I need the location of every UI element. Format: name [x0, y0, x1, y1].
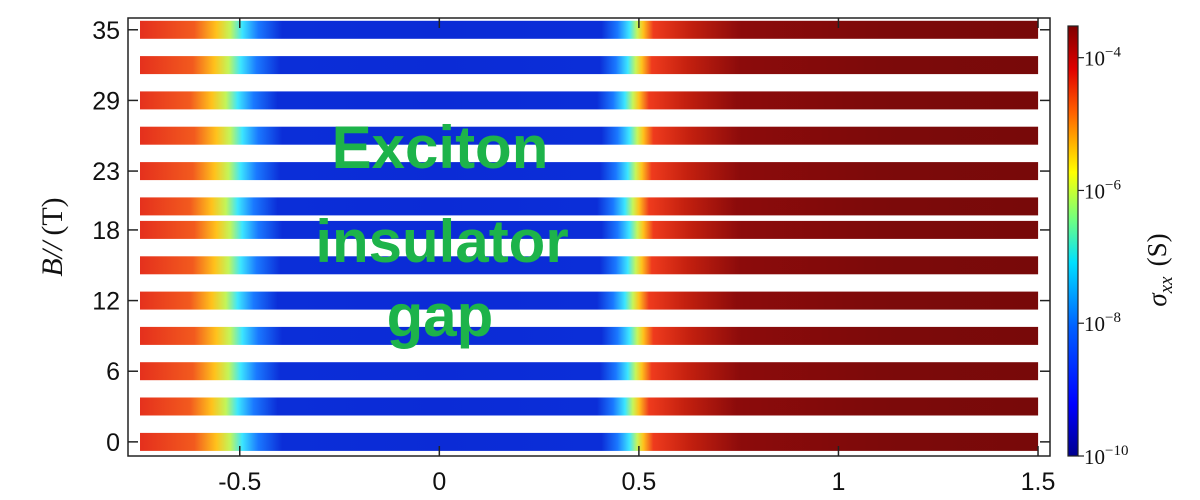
heatmap-strip [140, 291, 1039, 310]
x-axis: -0.5 0 0.5 1 1.5 [218, 18, 1055, 496]
y-tick-label: 6 [106, 358, 120, 386]
heatmap-strip [140, 256, 1039, 275]
colorbar-gradient [1067, 25, 1079, 457]
heatmap-strips [140, 20, 1039, 451]
y-tick-label: 29 [92, 87, 120, 115]
y-axis-symbol: B// [36, 239, 69, 277]
colorbar-tick-label: 10−4 [1084, 45, 1121, 71]
colorbar: 10−4 10−6 10−8 10−10 σxx(S) [1067, 25, 1177, 469]
heatmap-strip [140, 162, 1039, 181]
y-axis-unit: (T) [36, 197, 69, 235]
y-tick-label: 35 [92, 17, 120, 45]
colorbar-tick-label: 10−8 [1084, 310, 1121, 336]
colorbar-tick-label: 10−6 [1084, 177, 1121, 203]
annotation-line-1: Exciton [332, 114, 549, 181]
x-tick-label: 0 [432, 468, 446, 496]
heatmap-strip [140, 326, 1039, 345]
heatmap-strip [140, 91, 1039, 110]
y-tick-label: 12 [92, 288, 120, 316]
heatmap-strip [140, 220, 1039, 239]
colorbar-ticks: 10−4 10−6 10−8 10−10 [1078, 45, 1128, 469]
annotation: Exciton insulator gap [315, 114, 568, 349]
heatmap-strip [140, 20, 1039, 39]
colorbar-tick-label: 10−10 [1084, 443, 1128, 469]
annotation-line-2: insulator [315, 208, 568, 275]
heatmap-strip [140, 362, 1039, 381]
y-axis-label: B// (T) [36, 197, 69, 276]
heatmap-strip [140, 197, 1039, 216]
y-tick-label: 23 [92, 158, 120, 186]
plot-frame [127, 17, 1051, 457]
y-axis: 0 6 12 18 23 29 35 [92, 17, 1050, 457]
heatmap-strip [140, 126, 1039, 145]
x-tick-label: 0.5 [622, 468, 657, 496]
heatmap-strip [140, 56, 1039, 75]
colorbar-label: σxx(S) [1142, 233, 1177, 306]
y-tick-label: 0 [106, 429, 120, 457]
y-tick-label: 18 [92, 217, 120, 245]
annotation-line-3: gap [387, 282, 494, 349]
x-tick-label: 1 [832, 468, 846, 496]
svg-text:σxx(S): σxx(S) [1142, 233, 1177, 306]
x-tick-label: 1.5 [1021, 468, 1056, 496]
x-tick-label: -0.5 [218, 468, 261, 496]
heatmap-strip [140, 432, 1039, 451]
heatmap-strip [140, 397, 1039, 416]
svg-text:B//(T): B// (T) [36, 197, 69, 276]
